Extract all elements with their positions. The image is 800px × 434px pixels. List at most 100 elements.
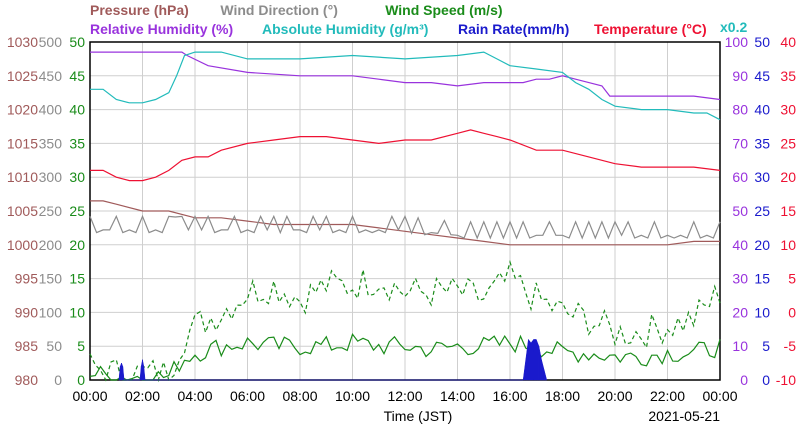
relative_humidity-tick: 30 bbox=[732, 271, 748, 287]
relative_humidity-tick: 20 bbox=[732, 304, 748, 320]
x-axis-label: Time (JST) bbox=[384, 408, 453, 424]
legend-entry: Wind Direction (°) bbox=[220, 2, 337, 18]
wind_direction-tick: 100 bbox=[39, 304, 63, 320]
temperature-tick: 30 bbox=[780, 102, 796, 118]
wind_direction-tick: 150 bbox=[39, 271, 63, 287]
relative_humidity-tick: 60 bbox=[732, 169, 748, 185]
relative_humidity-tick: 50 bbox=[732, 203, 748, 219]
grid bbox=[89, 41, 721, 381]
pressure-tick: 995 bbox=[15, 271, 39, 287]
pressure-tick: 1000 bbox=[7, 237, 38, 253]
wind_direction-tick: 50 bbox=[46, 338, 62, 354]
wind_direction-tick: 350 bbox=[39, 135, 63, 151]
rain_rate-tick: 25 bbox=[754, 203, 770, 219]
temperature-tick: 25 bbox=[780, 135, 796, 151]
series-line bbox=[90, 200, 720, 246]
rain_rate-tick: 30 bbox=[754, 169, 770, 185]
rain_rate-tick: 15 bbox=[754, 271, 770, 287]
wind_speed-tick: 20 bbox=[69, 237, 85, 253]
legend-entry: Wind Speed (m/s) bbox=[385, 2, 502, 18]
relative_humidity-tick: 100 bbox=[725, 34, 749, 50]
temperature-tick: 0 bbox=[788, 304, 796, 320]
series-line bbox=[89, 214, 721, 240]
rain-rate-bar bbox=[525, 339, 529, 381]
wind_speed-tick: 25 bbox=[69, 203, 85, 219]
wind_speed-tick: 15 bbox=[69, 271, 85, 287]
temperature-tick: -5 bbox=[784, 338, 797, 354]
legend-entry: Rain Rate(mm/h) bbox=[458, 21, 569, 37]
axes: 1030102510201015101010051000995990985980… bbox=[7, 34, 796, 404]
series-line bbox=[89, 333, 721, 381]
x-tick: 22:00 bbox=[650, 388, 685, 404]
wind_direction-tick: 500 bbox=[39, 34, 63, 50]
pressure-tick: 1025 bbox=[7, 68, 38, 84]
temperature-tick: 35 bbox=[780, 68, 796, 84]
relative_humidity-tick: 10 bbox=[732, 338, 748, 354]
temperature-tick: 40 bbox=[780, 34, 796, 50]
wind_direction-tick: 400 bbox=[39, 102, 63, 118]
pressure-tick: 980 bbox=[15, 372, 39, 388]
wind_speed-tick: 35 bbox=[69, 135, 85, 151]
wind_speed-tick: 30 bbox=[69, 169, 85, 185]
rain_rate-tick: 45 bbox=[754, 68, 770, 84]
x-tick: 12:00 bbox=[387, 388, 422, 404]
pressure-tick: 985 bbox=[15, 338, 39, 354]
relative_humidity-tick: 40 bbox=[732, 237, 748, 253]
rain_rate-tick: 0 bbox=[762, 372, 770, 388]
rain_rate-tick: 35 bbox=[754, 135, 770, 151]
rain-rate-bar bbox=[543, 369, 548, 381]
rain-rate-bar bbox=[143, 366, 146, 381]
pressure-tick: 1010 bbox=[7, 169, 38, 185]
rain_rate-tick: 20 bbox=[754, 237, 770, 253]
x-tick: 14:00 bbox=[440, 388, 475, 404]
relative_humidity-tick: 70 bbox=[732, 135, 748, 151]
wind_speed-tick: 40 bbox=[69, 102, 85, 118]
x-tick: 04:00 bbox=[177, 388, 212, 404]
legend-entry: Pressure (hPa) bbox=[90, 2, 189, 18]
x-tick: 20:00 bbox=[597, 388, 632, 404]
rain-rate-bar bbox=[522, 359, 526, 381]
legend-entry: Temperature (°C) bbox=[594, 21, 707, 37]
x-tick: 02:00 bbox=[125, 388, 160, 404]
rain_rate-tick: 40 bbox=[754, 102, 770, 118]
temperature-tick: 15 bbox=[780, 203, 796, 219]
series-line bbox=[90, 51, 721, 101]
x-tick: 16:00 bbox=[492, 388, 527, 404]
x-tick: 10:00 bbox=[335, 388, 370, 404]
pressure-tick: 1015 bbox=[7, 135, 38, 151]
wind_direction-tick: 250 bbox=[39, 203, 63, 219]
series-line bbox=[90, 129, 721, 182]
series-line bbox=[90, 51, 721, 121]
wind_direction-tick: 0 bbox=[54, 372, 62, 388]
series-line bbox=[89, 259, 721, 383]
rain_rate-tick: 10 bbox=[754, 304, 770, 320]
rain-rate-bar bbox=[528, 338, 532, 381]
x-tick: 00:00 bbox=[72, 388, 107, 404]
temperature-tick: 20 bbox=[780, 169, 796, 185]
rain-rate-bar bbox=[122, 366, 125, 381]
pressure-tick: 990 bbox=[15, 304, 39, 320]
temperature-tick: 5 bbox=[788, 271, 796, 287]
date-label: 2021-05-21 bbox=[648, 408, 720, 424]
rain_rate-tick: 5 bbox=[762, 338, 770, 354]
rain-rate-bar bbox=[530, 338, 534, 381]
pressure-tick: 1005 bbox=[7, 203, 38, 219]
x-tick: 00:00 bbox=[702, 388, 737, 404]
wind_speed-tick: 45 bbox=[69, 68, 85, 84]
legend: Pressure (hPa) Wind Direction (°) Wind Spe… bbox=[90, 2, 747, 37]
relative_humidity-tick: 0 bbox=[740, 372, 748, 388]
pressure-tick: 1020 bbox=[7, 102, 38, 118]
wind_direction-tick: 200 bbox=[39, 237, 63, 253]
x-tick: 06:00 bbox=[230, 388, 265, 404]
rain-rate-bar bbox=[538, 346, 542, 381]
wind_direction-tick: 450 bbox=[39, 68, 63, 84]
rain-rate-bar bbox=[541, 359, 545, 381]
temperature-tick: 10 bbox=[780, 237, 796, 253]
wind_speed-tick: 0 bbox=[77, 372, 85, 388]
legend-scale-note: x0.2 bbox=[720, 19, 747, 35]
relative_humidity-tick: 80 bbox=[732, 102, 748, 118]
relative_humidity-tick: 90 bbox=[732, 68, 748, 84]
wind_direction-tick: 300 bbox=[39, 169, 63, 185]
plot-area bbox=[89, 51, 721, 383]
